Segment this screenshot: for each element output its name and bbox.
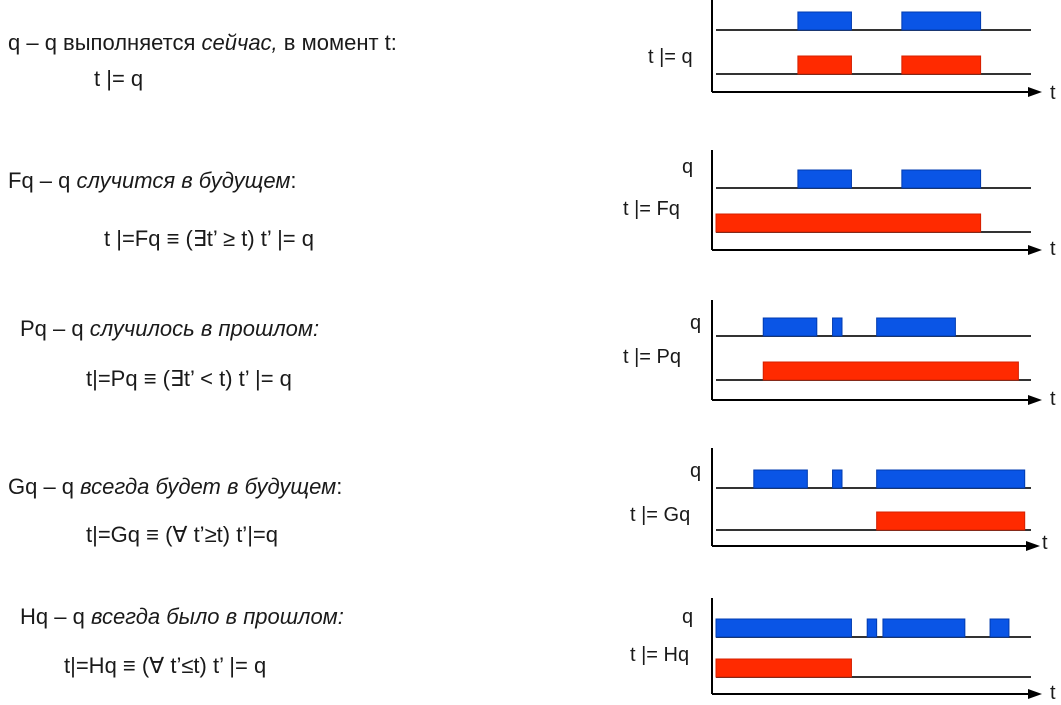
row-always-future-top-label: q <box>690 460 702 482</box>
row-always-past-bottom-label: t |= Hq <box>630 644 690 666</box>
row-future-bottom-label: t |= Fq <box>623 198 680 220</box>
row-always-past-name: Hq – q всегда было в прошлом: <box>20 604 344 630</box>
row-now-formula: t |= q <box>94 66 144 91</box>
row-now-q-pulse-0 <box>797 11 852 31</box>
row-future-time-axis-arrow-icon <box>1028 245 1042 255</box>
row-past-q-pulse-0 <box>762 317 818 337</box>
row-future-q-pulse-0 <box>797 169 852 189</box>
row-past-time-axis-arrow-icon <box>1028 395 1042 405</box>
row-now-q-pulse-1 <box>901 11 982 31</box>
row-past-result-pulse-0 <box>762 361 1019 381</box>
row-now-name-lead: q – q выполняется <box>8 30 202 55</box>
row-always-future-bottom-label: t |= Gq <box>630 504 691 526</box>
row-past-axis-label: t <box>1050 388 1056 410</box>
row-always-future-name-italic: всегда будет в будущем <box>80 474 337 499</box>
row-always-past-name-lead: Hq – q <box>20 604 91 629</box>
row-now-name: q – q выполняется сейчас, в момент t: <box>8 30 397 56</box>
row-future-name: Fq – q случится в будущем: <box>8 168 297 194</box>
row-now-name-italic: сейчас, <box>201 30 278 55</box>
row-always-future-q-pulse-2 <box>876 469 1026 489</box>
row-always-past-axis-label: t <box>1050 682 1056 704</box>
row-always-past-q-pulse-1 <box>866 618 878 638</box>
row-now-result-pulse-0 <box>797 55 852 75</box>
row-always-past-result-pulse-0 <box>715 658 852 678</box>
row-always-past-time-axis-arrow-icon <box>1028 689 1042 699</box>
row-future-formula: t |=Fq ≡ (∃t’ ≥ t) t’ |= q <box>104 226 314 251</box>
row-future-name-lead: Fq – q <box>8 168 77 193</box>
row-always-future-time-axis-arrow-icon <box>1026 541 1040 551</box>
row-now-bottom-label: t |= q <box>648 46 693 68</box>
row-future-name-tail: : <box>290 168 297 193</box>
row-now-name-tail: в момент t: <box>277 30 397 55</box>
row-past-name-lead: Pq – q <box>20 316 90 341</box>
row-always-past-q-pulse-0 <box>715 618 852 638</box>
row-past-top-label: q <box>690 312 702 334</box>
row-now-result-pulse-1 <box>901 55 982 75</box>
row-past-name-italic: случилось в прошлом: <box>89 316 320 341</box>
row-always-future-q-pulse-1 <box>832 469 843 489</box>
row-always-past-q-pulse-3 <box>989 618 1010 638</box>
row-always-future-result-pulse-0 <box>876 511 1026 531</box>
row-always-past-q-pulse-2 <box>882 618 966 638</box>
row-always-past-name-italic: всегда было в прошлом: <box>90 604 344 629</box>
row-past-name: Pq – q случилось в прошлом: <box>20 316 319 342</box>
row-future-axis-label: t <box>1050 238 1056 260</box>
row-always-future-name-tail: : <box>336 474 343 499</box>
row-always-past-top-label: q <box>682 606 694 628</box>
row-always-future-name: Gq – q всегда будет в будущем: <box>8 474 342 500</box>
row-always-future-name-lead: Gq – q <box>8 474 81 499</box>
row-always-future-q-pulse-0 <box>753 469 808 489</box>
row-past-formula: t|=Pq ≡ (∃t’ < t) t’ |= q <box>86 366 292 391</box>
row-past-q-pulse-2 <box>876 317 956 337</box>
row-always-future-axis-label: t <box>1042 532 1048 554</box>
row-past-bottom-label: t |= Pq <box>623 346 682 368</box>
row-past-q-pulse-1 <box>832 317 843 337</box>
row-future-top-label: q <box>682 156 694 178</box>
row-future-q-pulse-1 <box>901 169 982 189</box>
row-always-future-formula: t|=Gq ≡ (∀ t’≥t) t’|=q <box>86 522 278 547</box>
row-future-name-italic: случится в будущем <box>76 168 291 193</box>
row-now-axis-label: t <box>1050 82 1056 104</box>
row-future-result-pulse-0 <box>715 213 982 233</box>
row-now-time-axis-arrow-icon <box>1028 87 1042 97</box>
row-always-past-formula: t|=Hq ≡ (∀ t’≤t) t’ |= q <box>64 653 267 678</box>
